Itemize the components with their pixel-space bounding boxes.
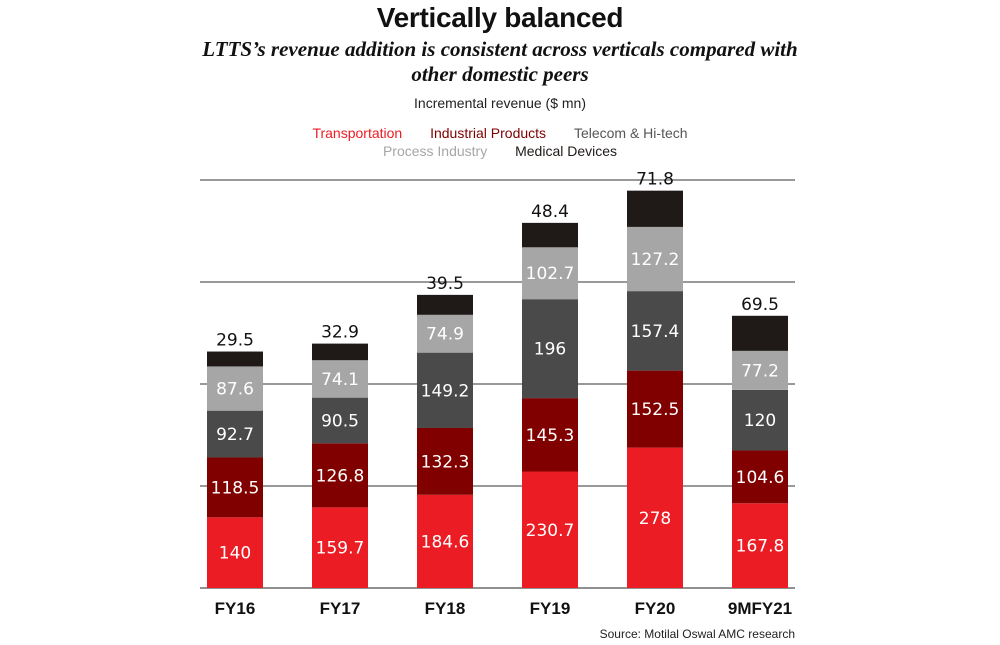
bar-transportation-fy18: [417, 494, 473, 588]
data-label-process-industry-fy19: 102.7: [526, 264, 575, 284]
x-tick-label: FY18: [425, 599, 466, 618]
data-label-telecom-hi-tech-fy18: 149.2: [421, 381, 470, 401]
bar-industrial-products-fy18: [417, 427, 473, 495]
bar-telecom-hi-tech-fy18: [417, 352, 473, 428]
bar-industrial-products-9mfy21: [732, 450, 788, 504]
data-label-telecom-hi-tech-fy20: 157.4: [631, 322, 680, 342]
legend-row: Process Industry Medical Devices: [0, 143, 1000, 159]
x-tick-label: 9MFY21: [728, 599, 792, 618]
bar-medical-devices-9mfy21: [732, 315, 788, 351]
source-note: Source: Motilal Oswal AMC research: [599, 627, 795, 641]
data-label-medical-devices-fy20: 71.8: [636, 170, 674, 190]
data-label-transportation-fy20: 278: [639, 509, 671, 529]
x-tick-label: FY19: [530, 599, 571, 618]
data-label-process-industry-fy20: 127.2: [631, 250, 680, 270]
bar-transportation-fy16: [207, 517, 263, 588]
chart-subtitle: LTTS’s revenue addition is consistent ac…: [202, 37, 798, 86]
data-label-transportation-fy17: 159.7: [316, 539, 365, 559]
data-label-transportation-fy16: 140: [219, 544, 251, 564]
data-label-transportation-fy18: 184.6: [421, 532, 470, 552]
data-label-industrial-products-fy17: 126.8: [316, 466, 365, 486]
data-label-telecom-hi-tech-fy19: 196: [534, 340, 566, 360]
bar-industrial-products-fy16: [207, 457, 263, 518]
x-tick-label: FY20: [635, 599, 676, 618]
bar-telecom-hi-tech-fy17: [312, 397, 368, 444]
data-label-process-industry-fy17: 74.1: [321, 370, 359, 390]
bar-telecom-hi-tech-fy16: [207, 410, 263, 458]
data-label-medical-devices-fy16: 29.5: [216, 331, 254, 351]
bar-industrial-products-fy17: [312, 443, 368, 508]
data-label-industrial-products-fy16: 118.5: [211, 478, 260, 498]
legend-item-process-industry: Process Industry: [382, 143, 488, 159]
bar-medical-devices-fy16: [207, 351, 263, 367]
data-label-process-industry-fy16: 87.6: [216, 380, 254, 400]
bar-medical-devices-fy18: [417, 294, 473, 315]
data-label-telecom-hi-tech-9mfy21: 120: [744, 411, 776, 431]
bar-medical-devices-fy19: [522, 222, 578, 248]
data-label-transportation-9mfy21: 167.8: [736, 537, 785, 557]
bar-process-industry-fy17: [312, 360, 368, 398]
bar-transportation-fy20: [627, 447, 683, 588]
data-label-medical-devices-9mfy21: 69.5: [741, 295, 779, 315]
data-label-process-industry-fy18: 74.9: [426, 325, 464, 345]
data-label-industrial-products-fy18: 132.3: [421, 452, 470, 472]
bar-transportation-9mfy21: [732, 503, 788, 588]
legend-item-transportation: Transportation: [312, 125, 403, 141]
bar-medical-devices-fy17: [312, 343, 368, 361]
bar-process-industry-fy18: [417, 314, 473, 353]
legend-row: Transportation Industrial Products Telec…: [0, 125, 1000, 141]
bar-industrial-products-fy20: [627, 370, 683, 448]
bar-telecom-hi-tech-fy20: [627, 291, 683, 371]
bar-transportation-fy17: [312, 507, 368, 588]
data-label-industrial-products-fy20: 152.5: [631, 400, 680, 420]
unit-label: Incremental revenue ($ mn): [414, 95, 586, 111]
x-tick-label: FY16: [215, 599, 256, 618]
bar-medical-devices-fy20: [627, 190, 683, 227]
legend-item-medical-devices: Medical Devices: [515, 143, 618, 159]
bar-process-industry-fy16: [207, 366, 263, 411]
data-label-transportation-fy19: 230.7: [526, 521, 575, 541]
legend-item-industrial-products: Industrial Products: [430, 125, 547, 141]
bar-telecom-hi-tech-9mfy21: [732, 389, 788, 451]
data-label-medical-devices-fy18: 39.5: [426, 274, 464, 294]
bar-process-industry-fy20: [627, 226, 683, 292]
data-label-process-industry-9mfy21: 77.2: [741, 361, 779, 381]
data-label-telecom-hi-tech-fy17: 90.5: [321, 411, 359, 431]
x-tick-label: FY17: [320, 599, 361, 618]
bar-process-industry-9mfy21: [732, 350, 788, 390]
legend-item-telecom-hi-tech: Telecom & Hi-tech: [573, 125, 688, 141]
data-label-medical-devices-fy17: 32.9: [321, 323, 359, 343]
data-label-medical-devices-fy19: 48.4: [531, 202, 569, 222]
data-label-telecom-hi-tech-fy16: 92.7: [216, 425, 254, 445]
bar-telecom-hi-tech-fy19: [522, 299, 578, 399]
bar-industrial-products-fy19: [522, 398, 578, 472]
bar-process-industry-fy19: [522, 247, 578, 300]
bar-transportation-fy19: [522, 471, 578, 588]
data-label-industrial-products-9mfy21: 104.6: [736, 468, 785, 488]
data-label-industrial-products-fy19: 145.3: [526, 426, 575, 446]
chart-title: Vertically balanced: [376, 2, 624, 33]
